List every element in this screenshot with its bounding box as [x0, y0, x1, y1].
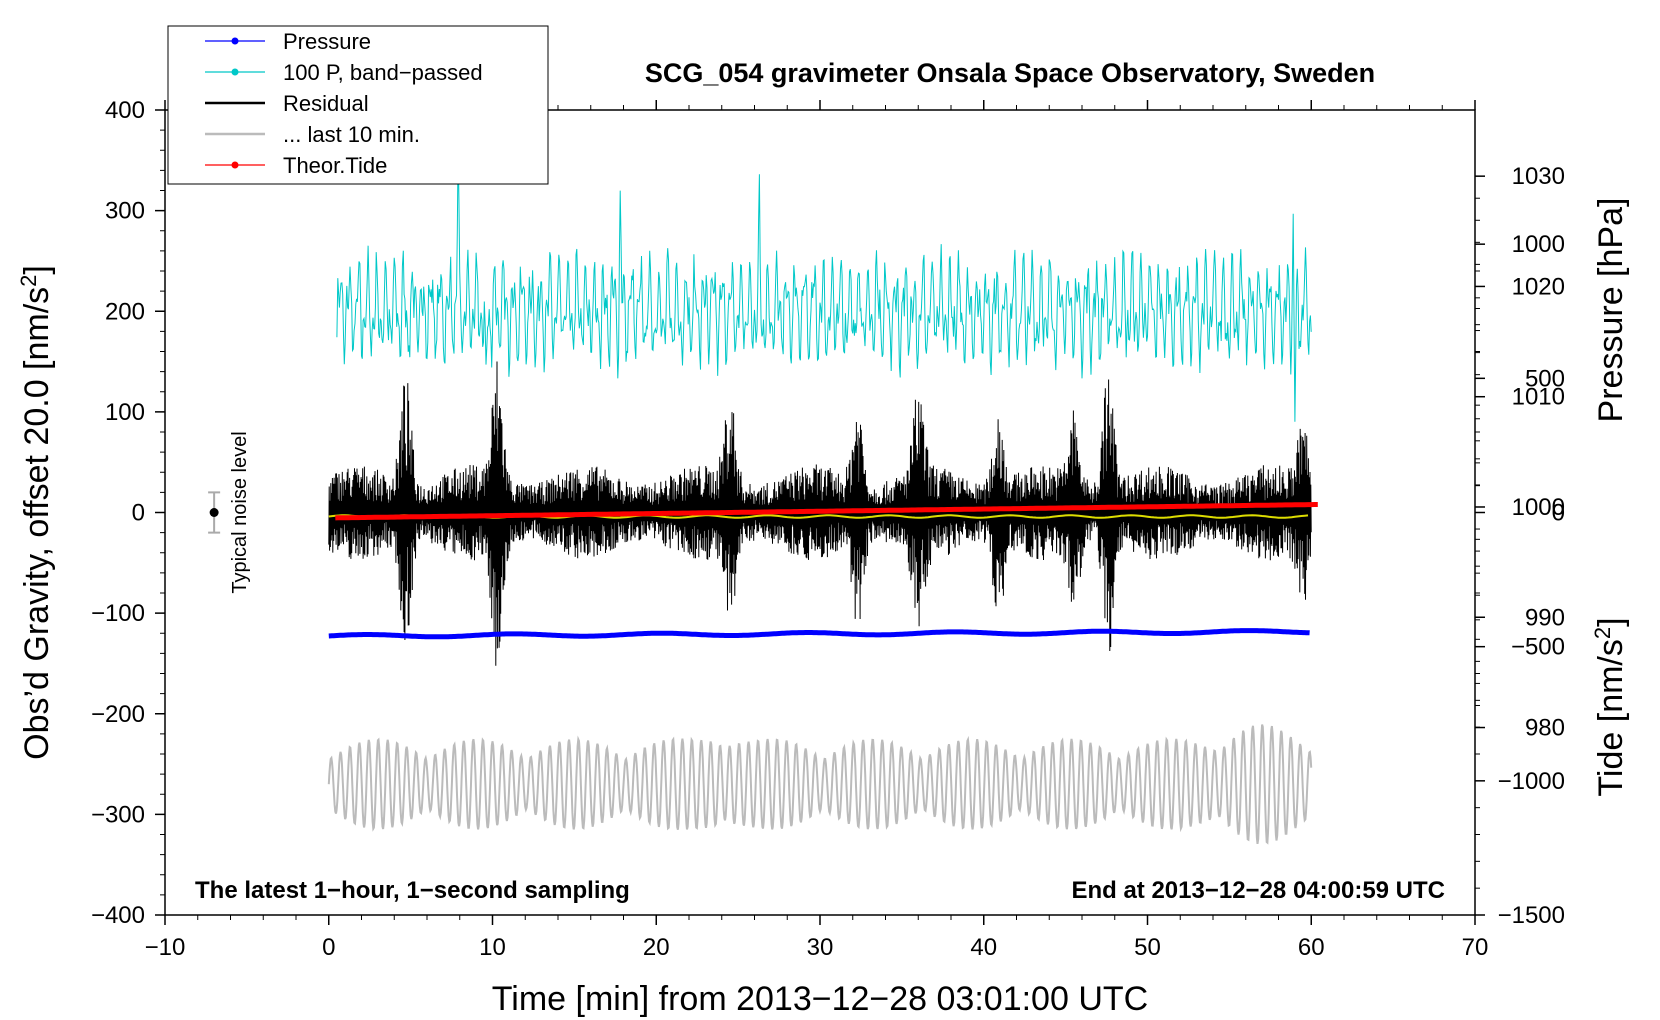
y-tick-label: 0	[132, 500, 145, 527]
x-tick-label: −10	[145, 934, 186, 961]
legend: Pressure 100 P, band−passed Residual ... la…	[167, 25, 549, 185]
pressure-tick-label: 1000	[1512, 494, 1565, 521]
residual-series-line	[328, 361, 1312, 666]
pressure-axis-label: Pressure [hPa]	[1592, 198, 1630, 423]
y-tick-label: 300	[105, 198, 145, 225]
y-axis-label-superscript: 2	[16, 275, 41, 287]
y-tick-label: −200	[91, 701, 145, 728]
x-tick-label: 30	[807, 934, 834, 961]
end-time-note: End at 2013−12−28 04:00:59 UTC	[1071, 877, 1445, 904]
last-10-min-series-line	[327, 724, 1313, 845]
x-tick-label: 10	[479, 934, 506, 961]
sampling-note: The latest 1−hour, 1−second sampling	[195, 877, 630, 904]
pressure-tick-label: 1020	[1512, 273, 1565, 300]
theoretical-tide-series-line	[335, 502, 1318, 521]
tide-tick-label: −1000	[1498, 768, 1565, 795]
y-tick-label: 100	[105, 399, 145, 426]
x-tick-label: 50	[1134, 934, 1161, 961]
tide-axis-label-main: Tide [nm/s	[1592, 639, 1630, 796]
tide-tick-label: 500	[1525, 365, 1565, 392]
legend-marker-pressure	[231, 37, 239, 45]
noise-point	[209, 508, 219, 517]
x-tick-label: 40	[970, 934, 997, 961]
legend-marker-theor-tide	[231, 161, 239, 169]
x-tick-label: 20	[643, 934, 670, 961]
pressure-tick-label: 990	[1525, 604, 1565, 631]
tide-tick-label: −1500	[1498, 902, 1565, 929]
x-tick-label: 0	[322, 934, 335, 961]
pressure-tick-label: 1030	[1512, 163, 1565, 190]
y-tick-label: 400	[105, 97, 145, 124]
x-tick-label: 60	[1298, 934, 1325, 961]
band-passed-pressure-series-line	[336, 144, 1312, 422]
y-tick-label: −300	[91, 801, 145, 828]
pressure-tick-label: 980	[1525, 715, 1565, 742]
x-tick-label: 70	[1462, 934, 1489, 961]
x-axis-label: Time [min] from 2013−12−28 03:01:00 UTC	[492, 980, 1148, 1018]
tide-tick-label: 0	[1552, 500, 1565, 527]
legend-box	[167, 25, 549, 185]
y-axis-label-tail: ]	[18, 265, 56, 274]
pressure-series-line	[328, 628, 1310, 640]
tide-tick-label: −500	[1511, 634, 1565, 661]
labels: Typical noise level−10 0 10 20 30 40 50 60 70−40…	[16, 58, 1630, 1018]
legend-label-100-p-band-passed: 100 P, band−passed	[283, 60, 483, 85]
legend-label-pressure: Pressure	[283, 29, 371, 54]
legend-label-theor-tide: Theor.Tide	[283, 153, 387, 178]
y-tick-label: −400	[91, 902, 145, 929]
y-tick-label: −100	[91, 600, 145, 627]
pressure-tick-label: 1010	[1512, 384, 1565, 411]
plot-area	[208, 144, 1318, 845]
chart-title: SCG_054 gravimeter Onsala Space Observat…	[645, 58, 1375, 88]
legend-marker-100-p-band-passed	[231, 68, 239, 76]
y-tick-label: 200	[105, 298, 145, 325]
tide-axis-label-tail: ]	[1592, 617, 1630, 626]
tide-tick-label: 1000	[1512, 231, 1565, 258]
tide-axis-label-superscript: 2	[1590, 627, 1615, 639]
y-axis-label-main: Obs’d Gravity, offset 20.0 [nm/s	[18, 287, 56, 760]
legend-label-residual: Residual	[283, 91, 369, 116]
tide-axis-label: Tide [nm/s2]	[1590, 617, 1630, 796]
legend-label-last-10-min: ... last 10 min.	[283, 122, 420, 147]
noise-level-label: Typical noise level	[229, 431, 251, 593]
y-axis-label: Obs’d Gravity, offset 20.0 [nm/s2]	[16, 265, 56, 760]
